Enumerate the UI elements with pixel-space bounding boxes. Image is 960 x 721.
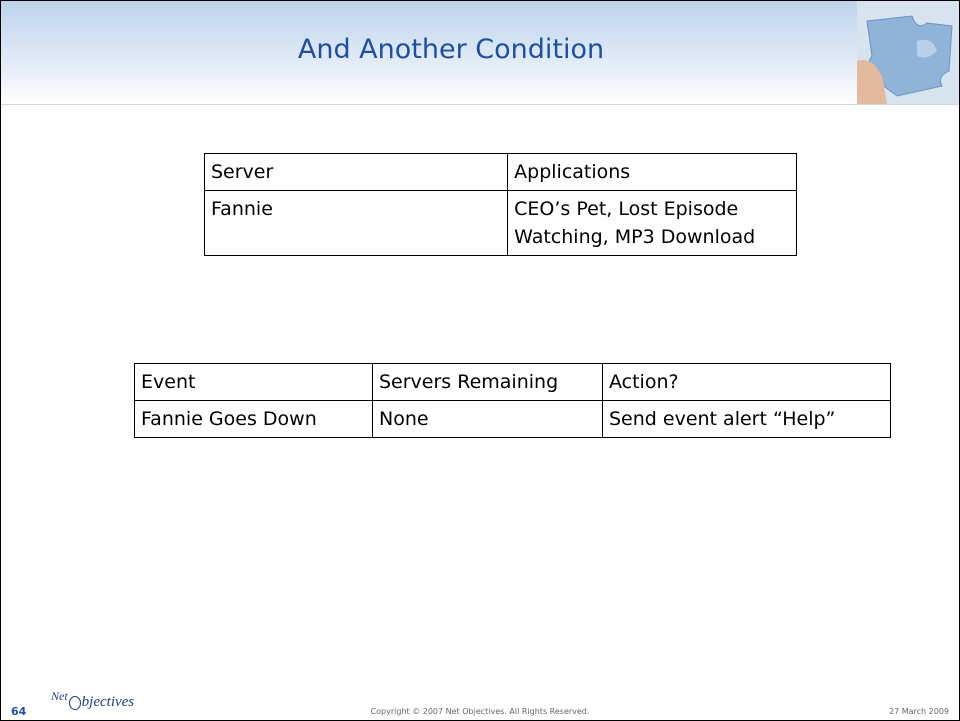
- cell: CEO’s Pet, Lost Episode Watching, MP3 Do…: [507, 190, 797, 256]
- header-cell: Server: [203, 153, 509, 191]
- logo: Net bjectives: [51, 689, 134, 711]
- cell: Fannie: [203, 190, 509, 256]
- logo-text: Net: [51, 689, 68, 703]
- copyright: Copyright © 2007 Net Objectives. All Rig…: [370, 707, 590, 716]
- header-cell: Action?: [602, 363, 891, 401]
- cell: None: [372, 400, 603, 438]
- header-cell: Servers Remaining: [372, 363, 603, 401]
- server-table: Server Applications Fannie CEO’s Pet, Lo…: [203, 153, 797, 256]
- cell: Send event alert “Help”: [602, 400, 891, 438]
- header-cell: Event: [134, 363, 373, 401]
- cell: Fannie Goes Down: [134, 400, 373, 438]
- slide-title: And Another Condition: [297, 34, 605, 65]
- page-number: 64: [11, 705, 27, 718]
- puzzle-image: [857, 1, 959, 104]
- logo-o: [68, 695, 81, 710]
- event-table: Event Servers Remaining Action? Fannie G…: [134, 363, 891, 438]
- header-band: And Another Condition: [1, 1, 959, 105]
- date: 27 March 2009: [888, 707, 949, 716]
- header-cell: Applications: [507, 153, 797, 191]
- logo-text: bjectives: [81, 694, 135, 710]
